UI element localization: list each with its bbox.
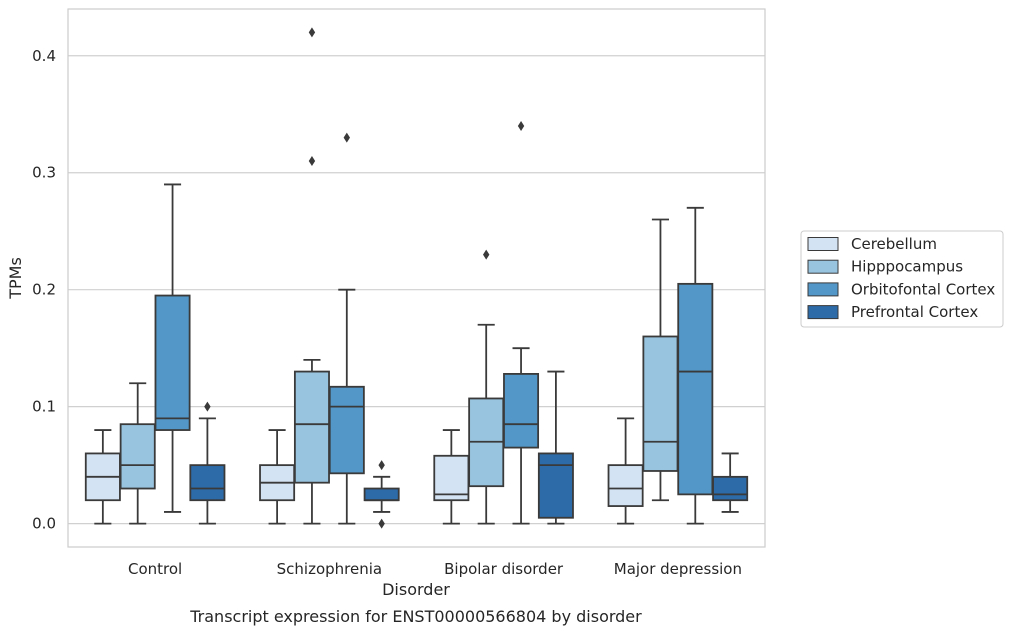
box-cerebellum: [607, 417, 644, 525]
plot-frame: [67, 8, 766, 548]
x-tick-label: Control: [128, 560, 182, 578]
box-orbitofontal-cortex: [154, 183, 191, 513]
x-tick-label: Bipolar disorder: [444, 560, 564, 578]
box-body: [363, 487, 400, 502]
outlier-point: [308, 27, 316, 38]
box-orbitofontal-cortex: [677, 206, 714, 525]
outlier-point: [378, 460, 385, 471]
box-layer: [84, 27, 749, 529]
legend-swatch: [807, 237, 839, 251]
y-tick-labels: 0.0 0.1 0.2 0.3 0.4: [32, 47, 56, 533]
box-prefrontal-cortex: [363, 460, 400, 529]
legend-label: Hipppocampus: [851, 258, 963, 276]
legend-label: Prefrontal Cortex: [851, 303, 978, 321]
box-prefrontal-cortex: [189, 401, 226, 525]
y-tick-label: 0.0: [32, 515, 56, 533]
box-body: [503, 373, 540, 449]
box-cerebellum: [84, 429, 121, 525]
legend: Cerebellum Hipppocampus Orbitofontal Corte…: [800, 230, 1004, 328]
outlier-point: [343, 132, 350, 143]
outlier-point: [308, 156, 316, 167]
x-tick-label: Schizophrenia: [277, 560, 382, 578]
x-tick-labels: Control Schizophrenia Bipolar disorder Majo…: [128, 560, 742, 578]
legend-label: Cerebellum: [851, 235, 937, 253]
legend-swatch: [807, 282, 839, 297]
box-prefrontal-cortex: [537, 370, 574, 525]
x-axis-label: Disorder: [382, 580, 450, 599]
y-axis-label: TPMs: [6, 257, 25, 300]
legend-frame: [800, 230, 1004, 328]
x-tick-label: Major depression: [614, 560, 742, 578]
legend-swatch: [807, 259, 839, 274]
box-hipppocampus: [119, 382, 156, 525]
box-body: [607, 464, 644, 507]
y-tick-label: 0.1: [32, 398, 56, 416]
outlier-point: [483, 249, 490, 260]
outlier-point: [204, 401, 211, 412]
y-tick-label: 0.4: [32, 47, 56, 65]
box-hipppocampus: [293, 27, 330, 525]
box-body: [293, 370, 330, 484]
box-body: [642, 335, 679, 472]
legend-label: Orbitofontal Cortex: [851, 280, 995, 298]
box-body: [712, 475, 749, 502]
box-cerebellum: [259, 429, 296, 525]
box-orbitofontal-cortex: [328, 132, 365, 525]
chart-caption: Transcript expression for ENST0000056680…: [189, 607, 642, 626]
y-tick-label: 0.2: [32, 281, 56, 299]
box-prefrontal-cortex: [712, 452, 749, 513]
box-body: [189, 464, 226, 502]
box-cerebellum: [433, 429, 470, 525]
legend-swatch: [807, 305, 839, 320]
outlier-point: [517, 120, 525, 131]
y-tick-label: 0.3: [32, 164, 56, 182]
box-hipppocampus: [468, 249, 505, 525]
box-body: [537, 452, 574, 519]
box-body: [119, 423, 156, 490]
outlier-point: [378, 518, 385, 529]
box-body: [154, 294, 191, 431]
box-hipppocampus: [642, 218, 679, 502]
box-orbitofontal-cortex: [503, 120, 540, 525]
box-body: [328, 385, 365, 475]
box-body: [677, 282, 714, 496]
